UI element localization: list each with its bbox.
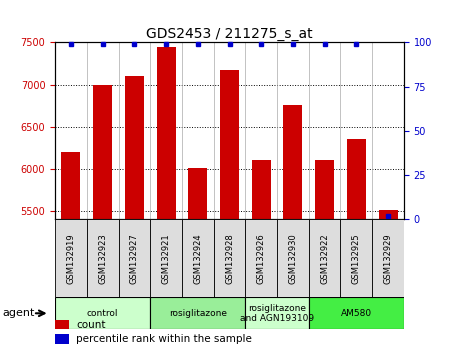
Bar <box>55 334 69 344</box>
FancyBboxPatch shape <box>277 219 309 297</box>
Text: GSM132921: GSM132921 <box>162 233 171 284</box>
FancyBboxPatch shape <box>309 219 341 297</box>
Bar <box>55 320 69 329</box>
FancyBboxPatch shape <box>182 219 213 297</box>
Bar <box>315 160 334 219</box>
Text: GSM132923: GSM132923 <box>98 233 107 284</box>
Text: count: count <box>76 320 106 330</box>
Bar <box>220 70 239 219</box>
Text: GSM132919: GSM132919 <box>67 233 75 284</box>
FancyBboxPatch shape <box>213 219 246 297</box>
Text: percentile rank within the sample: percentile rank within the sample <box>76 334 252 344</box>
Text: agent: agent <box>2 308 35 318</box>
FancyBboxPatch shape <box>150 219 182 297</box>
FancyBboxPatch shape <box>55 297 150 329</box>
FancyBboxPatch shape <box>372 219 404 297</box>
FancyBboxPatch shape <box>246 219 277 297</box>
Text: GSM132926: GSM132926 <box>257 233 266 284</box>
Text: GSM132925: GSM132925 <box>352 233 361 284</box>
FancyBboxPatch shape <box>150 297 246 329</box>
Bar <box>188 168 207 219</box>
Bar <box>283 105 302 219</box>
FancyBboxPatch shape <box>341 219 372 297</box>
Text: GSM132924: GSM132924 <box>193 233 202 284</box>
Bar <box>125 76 144 219</box>
Bar <box>157 47 176 219</box>
Text: GSM132927: GSM132927 <box>130 233 139 284</box>
FancyBboxPatch shape <box>118 219 150 297</box>
Text: rosiglitazone
and AGN193109: rosiglitazone and AGN193109 <box>240 304 314 323</box>
Bar <box>252 160 271 219</box>
Title: GDS2453 / 211275_s_at: GDS2453 / 211275_s_at <box>146 28 313 41</box>
FancyBboxPatch shape <box>246 297 309 329</box>
Text: GSM132922: GSM132922 <box>320 233 329 284</box>
Text: control: control <box>87 309 118 318</box>
Text: GSM132928: GSM132928 <box>225 233 234 284</box>
Text: AM580: AM580 <box>341 309 372 318</box>
Bar <box>62 152 80 219</box>
FancyBboxPatch shape <box>87 219 118 297</box>
Text: GSM132929: GSM132929 <box>384 233 392 284</box>
FancyBboxPatch shape <box>309 297 404 329</box>
Bar <box>347 138 366 219</box>
FancyBboxPatch shape <box>55 219 87 297</box>
Bar <box>93 85 112 219</box>
Text: rosiglitazone: rosiglitazone <box>169 309 227 318</box>
Text: GSM132930: GSM132930 <box>288 233 297 284</box>
Bar <box>379 210 397 219</box>
